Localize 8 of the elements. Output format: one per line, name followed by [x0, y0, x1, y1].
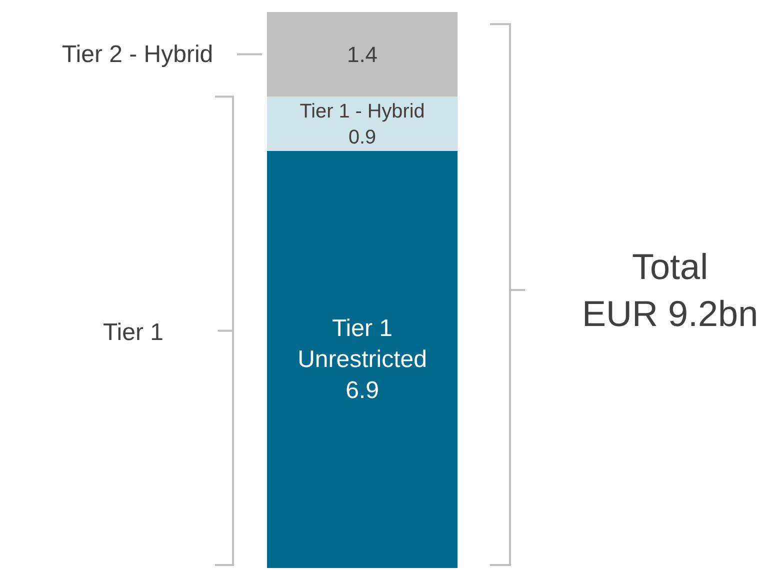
text: Tier 2 - Hybrid — [62, 41, 214, 68]
text: Tier 1 — [103, 319, 164, 346]
series-label: Tier 1 Unrestricted — [298, 314, 427, 373]
data-label: 6.9 — [346, 377, 379, 404]
data-label: 1.4 — [346, 42, 378, 67]
text: Total EUR 9.2bn — [582, 246, 758, 334]
series-label: Tier 1 - Hybrid — [300, 100, 425, 123]
data-label: 0.9 — [348, 126, 376, 148]
